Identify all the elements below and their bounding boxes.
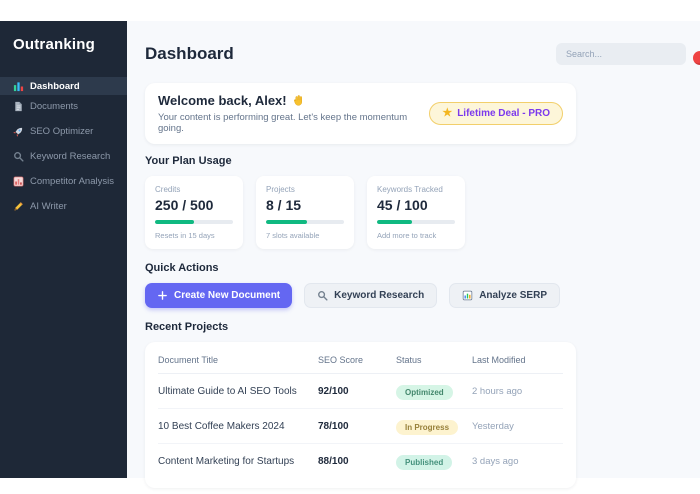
analyze-serp-button[interactable]: Analyze SERP xyxy=(449,283,560,308)
page-title: Dashboard xyxy=(145,44,234,63)
sidebar-nav: Dashboard Documents SEO Optimizer Keyword R… xyxy=(0,77,127,215)
usage-label: Credits xyxy=(155,185,181,194)
lifetime-deal-badge[interactable]: ★ Lifetime Deal - PRO xyxy=(429,102,563,125)
column-header-status: Status xyxy=(396,355,422,365)
sidebar-item-label: Documents xyxy=(30,100,79,112)
welcome-title: Welcome back, Alex! xyxy=(158,93,429,108)
status-badge: Published xyxy=(396,455,453,470)
usage-note: Resets in 15 days xyxy=(155,231,215,240)
sidebar-item-competitor-analysis[interactable]: Competitor Analysis xyxy=(0,172,127,190)
document-title: Ultimate Guide to AI SEO Tools xyxy=(158,385,297,397)
progress-bar-fill xyxy=(155,220,194,224)
seo-score: 92/100 xyxy=(318,385,349,397)
welcome-card: Welcome back, Alex! Your content is perf… xyxy=(145,83,576,144)
column-header-document-title: Document Title xyxy=(158,355,219,365)
waving-hand-icon xyxy=(293,95,302,106)
document-title: 10 Best Coffee Makers 2024 xyxy=(158,420,285,432)
deal-badge-label: Lifetime Deal - PRO xyxy=(457,108,550,119)
sidebar-item-dashboard[interactable]: Dashboard xyxy=(0,77,127,95)
sidebar-item-ai-writer[interactable]: AI Writer xyxy=(0,197,127,215)
bar-chart-icon xyxy=(13,81,24,92)
status-badge: Optimized xyxy=(396,385,453,400)
document-icon xyxy=(13,101,24,112)
sidebar-item-label: Keyword Research xyxy=(30,150,111,162)
progress-bar xyxy=(266,220,344,224)
status-cell: In Progress xyxy=(396,409,472,443)
document-title: Content Marketing for Startups xyxy=(158,455,295,467)
table-row[interactable]: Ultimate Guide to AI SEO Tools 92/100 Opti… xyxy=(158,374,563,409)
welcome-subtitle: Your content is performing great. Let's … xyxy=(158,112,408,134)
serp-chart-icon xyxy=(462,290,473,301)
last-modified: Yesterday xyxy=(472,420,514,432)
column-header-seo-score: SEO Score xyxy=(318,355,364,365)
progress-bar xyxy=(155,220,233,224)
magnifier-icon xyxy=(13,151,24,162)
usage-label: Projects xyxy=(266,185,295,194)
magnifier-icon xyxy=(317,290,328,301)
quick-actions-heading: Quick Actions xyxy=(145,262,219,274)
usage-card-keywords-tracked: Keywords Tracked 45 / 100 Add more to trac… xyxy=(367,176,465,249)
app-logo: Outranking xyxy=(13,36,96,53)
status-badge: In Progress xyxy=(396,420,459,435)
column-header-last-modified: Last Modified xyxy=(472,355,526,365)
button-label: Analyze SERP xyxy=(479,290,547,301)
chart-grid-icon xyxy=(13,176,24,187)
keyword-research-button[interactable]: Keyword Research xyxy=(304,283,438,308)
plan-usage-grid: Credits 250 / 500 Resets in 15 days Project… xyxy=(145,176,686,249)
last-modified: 2 hours ago xyxy=(472,385,523,397)
sidebar-item-label: Competitor Analysis xyxy=(30,175,114,187)
seo-score: 78/100 xyxy=(318,420,349,432)
usage-note: Add more to track xyxy=(377,231,437,240)
plan-usage-heading: Your Plan Usage xyxy=(145,155,232,167)
topbar: Dashboard xyxy=(145,43,686,65)
notification-icon[interactable] xyxy=(693,51,700,65)
last-modified: 3 days ago xyxy=(472,455,519,467)
status-cell: Published xyxy=(396,444,472,478)
progress-bar-fill xyxy=(377,220,413,224)
rocket-icon xyxy=(13,126,24,137)
sidebar-item-documents[interactable]: Documents xyxy=(0,97,127,115)
button-label: Create New Document xyxy=(174,290,281,301)
table-body: Ultimate Guide to AI SEO Tools 92/100 Opti… xyxy=(145,374,576,478)
quick-actions-row: Create New Document Keyword Research Analy… xyxy=(145,283,686,308)
progress-bar xyxy=(377,220,455,224)
button-label: Keyword Research xyxy=(334,290,425,301)
writing-hand-icon xyxy=(13,201,24,212)
sidebar-item-seo-optimizer[interactable]: SEO Optimizer xyxy=(0,122,127,140)
star-icon: ★ xyxy=(442,107,453,119)
progress-bar-fill xyxy=(266,220,308,224)
recent-projects-table: Document Title SEO Score Status Last Modifi… xyxy=(145,342,576,488)
usage-card-projects: Projects 8 / 15 7 slots available xyxy=(256,176,354,249)
usage-note: 7 slots available xyxy=(266,231,320,240)
table-row[interactable]: Content Marketing for Startups 88/100 Publ… xyxy=(158,444,563,478)
welcome-text: Welcome back, Alex! Your content is perf… xyxy=(158,93,429,134)
recent-projects-heading: Recent Projects xyxy=(145,321,229,333)
table-row[interactable]: 10 Best Coffee Makers 2024 78/100 In Progr… xyxy=(158,409,563,444)
usage-card-credits: Credits 250 / 500 Resets in 15 days xyxy=(145,176,243,249)
usage-label: Keywords Tracked xyxy=(377,185,443,194)
sidebar-item-keyword-research[interactable]: Keyword Research xyxy=(0,147,127,165)
table-header-row: Document Title SEO Score Status Last Modifi… xyxy=(158,346,563,374)
search-input[interactable] xyxy=(556,43,686,65)
usage-value: 8 / 15 xyxy=(266,197,302,213)
main-content: Dashboard Welcome back, Alex! Your conte… xyxy=(127,21,700,488)
app-window: Outranking Dashboard Documents SEO Optimiz… xyxy=(0,21,700,488)
usage-value: 250 / 500 xyxy=(155,197,214,213)
sidebar: Outranking Dashboard Documents SEO Optimiz… xyxy=(0,21,127,478)
create-new-document-button[interactable]: Create New Document xyxy=(145,283,293,308)
sidebar-item-label: Dashboard xyxy=(30,80,80,92)
sidebar-item-label: AI Writer xyxy=(30,200,67,212)
seo-score: 88/100 xyxy=(318,455,349,467)
plus-icon xyxy=(157,290,168,301)
status-cell: Optimized xyxy=(396,374,472,408)
usage-value: 45 / 100 xyxy=(377,197,428,213)
welcome-title-text: Welcome back, Alex! xyxy=(158,93,287,108)
sidebar-item-label: SEO Optimizer xyxy=(30,125,94,137)
